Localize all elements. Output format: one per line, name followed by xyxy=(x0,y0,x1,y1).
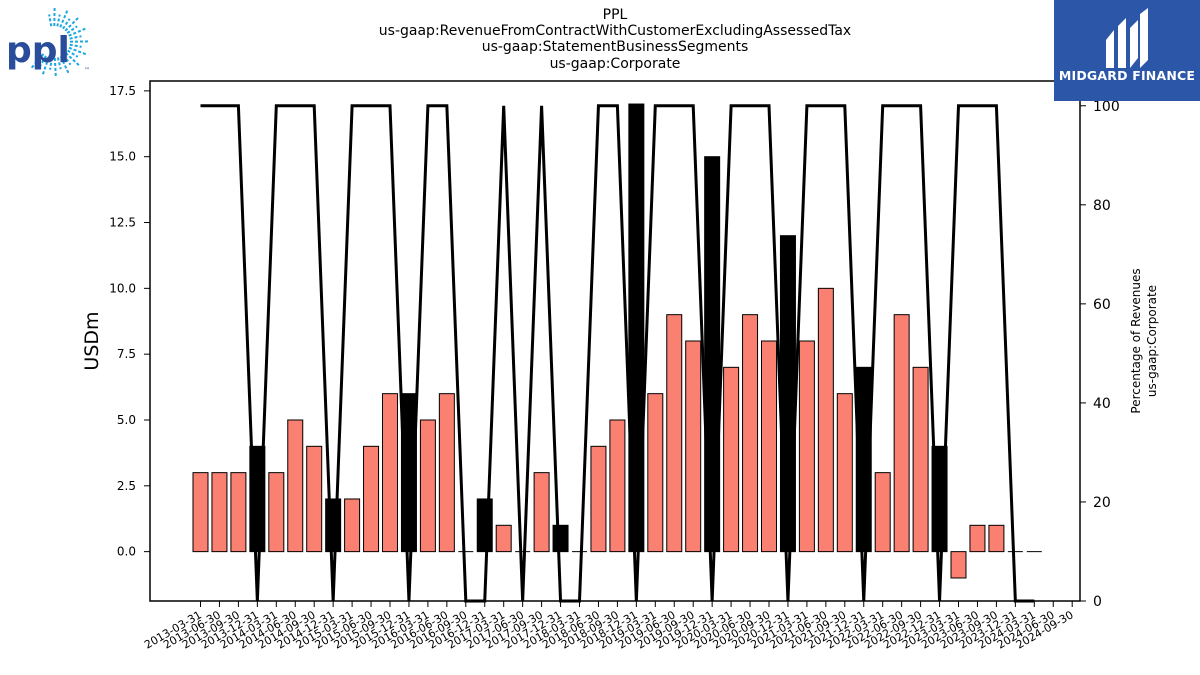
sunburst-ray xyxy=(39,55,47,67)
bar xyxy=(893,314,910,553)
y-tick-label: 0.0 xyxy=(117,545,136,559)
bar xyxy=(836,393,853,553)
bar xyxy=(779,235,796,553)
bar xyxy=(268,472,285,553)
bar xyxy=(230,472,247,553)
sunburst-ray xyxy=(59,10,69,28)
bar xyxy=(798,340,815,553)
bar xyxy=(950,551,967,579)
bar xyxy=(306,445,323,553)
y2-tick-label: 40 xyxy=(1093,396,1111,412)
sunburst-ray xyxy=(62,54,72,66)
sunburst-ray xyxy=(69,43,82,48)
bar xyxy=(742,314,759,553)
bar xyxy=(419,419,436,553)
bar xyxy=(761,340,777,553)
y2-tick-label: 100 xyxy=(1093,99,1120,115)
y-tick-label: 15.0 xyxy=(109,150,136,164)
ppl-trademark: ™ xyxy=(84,67,90,74)
sunburst-ray xyxy=(62,18,71,30)
sunburst-ray xyxy=(56,57,62,70)
bar xyxy=(685,340,702,553)
midgard-finance-logo: MIDGARD FINANCE xyxy=(1054,0,1200,101)
sunburst-ray xyxy=(56,14,61,27)
bars-layer xyxy=(192,103,1005,579)
sunburst-ray xyxy=(66,25,78,34)
chart-title-metric: us-gaap:RevenueFromContractWithCustomerE… xyxy=(378,23,852,39)
sunburst-ray xyxy=(68,46,87,56)
bar xyxy=(874,472,891,553)
bar xyxy=(609,419,626,553)
plot-frame xyxy=(149,80,1081,602)
bar xyxy=(192,472,209,553)
y2-tick-label: 0 xyxy=(1093,594,1102,610)
bar xyxy=(552,524,569,553)
y-axis-label: USDm xyxy=(81,311,103,370)
sunburst-ray xyxy=(65,52,80,66)
bar xyxy=(382,393,398,553)
y-tick-label: 17.5 xyxy=(109,84,136,98)
bar xyxy=(363,445,380,553)
chart-title-company: PPL xyxy=(602,7,628,23)
sunburst-ray xyxy=(68,27,86,37)
sunburst-ray xyxy=(69,35,82,40)
bar xyxy=(287,419,304,553)
bar xyxy=(988,524,1005,553)
sunburst-ray xyxy=(53,57,57,77)
y2-tick-label: 60 xyxy=(1093,297,1111,313)
bar xyxy=(495,524,512,553)
sunburst-ray xyxy=(59,56,70,74)
left-axis-ticks: 0.0 2.5 5.0 7.5 10.0 12.5 15.0 17.5 xyxy=(109,84,150,559)
bar xyxy=(344,498,361,553)
sunburst-ray xyxy=(48,14,53,27)
ppl-logo-text: ppl xyxy=(6,30,70,71)
bar xyxy=(211,472,228,553)
sunburst-ray xyxy=(67,49,79,58)
y-tick-label: 5.0 xyxy=(117,413,136,427)
sunburst-ray xyxy=(30,53,45,69)
bar xyxy=(476,498,493,553)
chart-title-axis: us-gaap:StatementBusinessSegments xyxy=(481,39,749,55)
y2-axis-label-line-2: us-gaap:Corporate xyxy=(1145,285,1159,397)
y2-tick-label: 80 xyxy=(1093,198,1111,214)
bar xyxy=(325,498,342,553)
y2-axis-label-line-1: Percentage of Revenues xyxy=(1129,268,1143,413)
bar xyxy=(666,314,683,553)
bar xyxy=(647,393,664,553)
bar xyxy=(912,366,929,553)
percentage-line xyxy=(200,104,1035,603)
sunburst-ray xyxy=(49,57,53,70)
ppl-logo: ppl ™ xyxy=(4,6,96,77)
bar xyxy=(438,393,455,553)
bar xyxy=(533,472,550,553)
y-tick-label: 12.5 xyxy=(109,216,136,230)
y2-tick-label: 20 xyxy=(1093,495,1111,511)
bar xyxy=(590,445,607,553)
x-axis-ticks: 2013-03-312013-06-302013-09-302013-12-31… xyxy=(142,601,1076,652)
sunburst-ray xyxy=(64,17,79,32)
midgard-emblem-icon xyxy=(1106,8,1148,68)
midgard-finance-text: MIDGARD FINANCE xyxy=(1058,68,1196,83)
bar xyxy=(704,156,721,553)
sunburst-ray xyxy=(41,56,50,75)
y-tick-label: 7.5 xyxy=(117,347,136,361)
bar xyxy=(628,103,645,553)
right-axis-ticks: 0 20 40 60 80 100 xyxy=(1080,99,1120,610)
sunburst-icon xyxy=(30,7,89,77)
chart-title-member: us-gaap:Corporate xyxy=(549,56,681,72)
y-tick-label: 10.0 xyxy=(109,281,136,295)
bar xyxy=(969,524,986,553)
y-tick-label: 2.5 xyxy=(117,479,136,493)
bar xyxy=(817,287,834,553)
bar xyxy=(723,366,740,553)
